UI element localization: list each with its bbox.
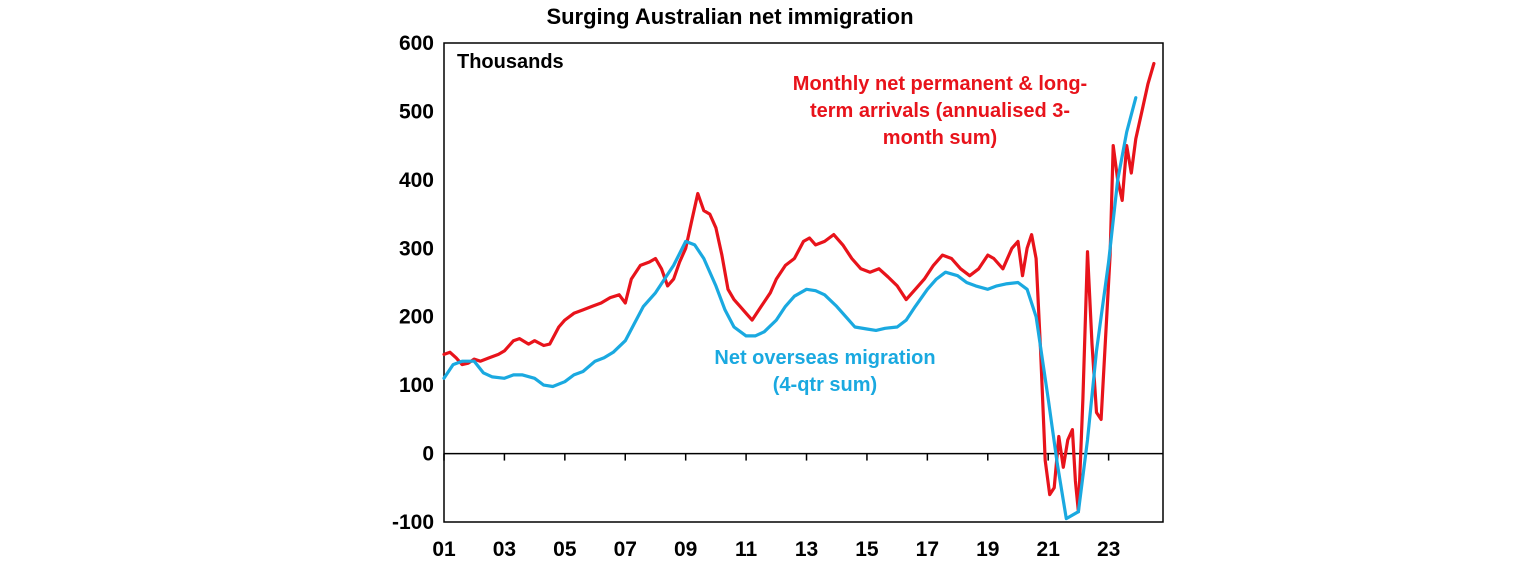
y-tick-label: 500 xyxy=(399,100,434,123)
x-tick-label: 13 xyxy=(795,538,818,561)
unit-label: Thousands xyxy=(457,51,564,73)
series-label-pltarrivals: term arrivals (annualised 3- xyxy=(810,100,1070,122)
y-tick-label: 600 xyxy=(399,32,434,55)
series-label-pltarrivals: Monthly net permanent & long- xyxy=(793,73,1087,95)
x-tick-label: 11 xyxy=(735,538,758,561)
plot-area: 600 500 400 300 200 100 0 -100 01 03 05 07 09 11 13 15 1… xyxy=(392,32,1164,561)
x-tick-label: 01 xyxy=(432,538,456,561)
x-tick-label: 23 xyxy=(1097,538,1120,561)
x-tick-label: 03 xyxy=(493,538,516,561)
y-tick-label: 300 xyxy=(399,237,434,260)
series-line-pltarrivals xyxy=(442,61,1156,514)
x-tick-label: 17 xyxy=(916,538,939,561)
y-tick-label: -100 xyxy=(392,511,434,534)
y-tick-label: 0 xyxy=(422,443,434,466)
series-label-nom: (4-qtr sum) xyxy=(773,374,877,396)
y-tick-label: 100 xyxy=(399,374,434,397)
x-tick-label: 21 xyxy=(1037,538,1061,561)
y-tick-label: 400 xyxy=(399,169,434,192)
plot-frame xyxy=(443,42,1164,523)
x-tick-label: 15 xyxy=(855,538,879,561)
series-label-nom: Net overseas migration xyxy=(714,347,935,369)
x-tick-label: 09 xyxy=(674,538,697,561)
series-line-nom xyxy=(442,96,1138,521)
x-tick-label: 05 xyxy=(553,538,577,561)
series-label-pltarrivals: month sum) xyxy=(883,127,997,149)
x-tick-label: 19 xyxy=(976,538,999,561)
chart-title: Surging Australian net immigration xyxy=(546,4,913,29)
x-tick-label: 07 xyxy=(614,538,637,561)
y-tick-label: 200 xyxy=(399,306,434,329)
